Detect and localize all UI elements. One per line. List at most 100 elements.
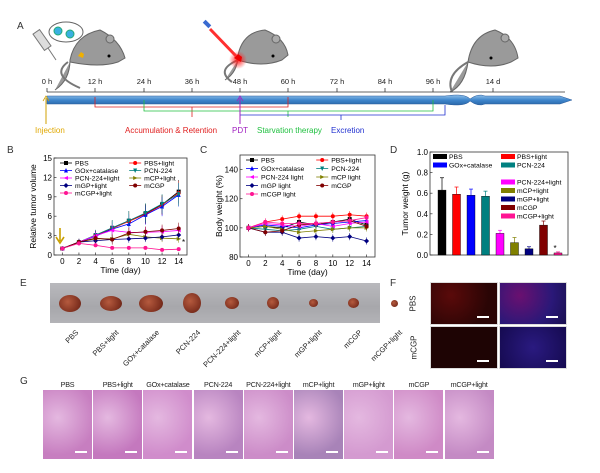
injection-arrow-icon [55,228,65,245]
legend-swatch [501,205,515,210]
legend-item: mCP+light [129,176,176,183]
significance-marker: * [182,238,185,247]
legend-label: mCGP+light [75,191,112,198]
timeline-schematic: 0 h 12 h 24 h 36 h 48 h 60 h 72 h 84 h 96 h 14 d [32,19,573,124]
data-point [159,234,165,240]
bar-mcp-light [510,242,519,256]
scale-bar [376,450,389,453]
data-point [313,234,319,240]
data-point [249,183,255,188]
y-tick-label: 0.2 [417,230,429,239]
legend-label: mGP light [261,183,291,190]
tumor-photo [50,283,398,323]
legend-label: PCN-224 [144,168,172,175]
x-tick-label: 0 [60,257,65,266]
data-point [249,175,254,179]
data-point [296,235,302,241]
he-stain-image-mcp-light [294,390,343,459]
tumor-pbs [59,294,81,312]
he-stain-image-mcgp-light [444,390,494,459]
chart-tumor-weight: 0.0 0.2 0.4 0.6 0.8 1.0 Tumor weight (g) PBS PBS… [400,148,569,260]
tumor-label: GOx+catalase [121,328,162,369]
timeline-tick-label: 36 h [185,77,200,86]
data-point [126,231,131,236]
tumor-label: mCP+light [251,328,283,359]
data-point [76,241,81,246]
legend-item: mCGP light [246,192,296,199]
tumor-label: PCN-224 [173,328,202,357]
timeline-tick-label: 96 h [426,77,441,86]
scale-bar [275,450,288,453]
scale-bar [477,315,489,318]
timeline-tick-label: 12 h [88,77,103,86]
y-tick-label: 0 [48,251,53,260]
bar-pcn-224 [481,196,490,256]
bar-pbs-light [452,194,461,256]
timeline-tick-label: 14 d [486,77,501,86]
data-point [142,235,148,241]
y-tick-label: 140 [225,166,239,175]
bar-mcgp-light [553,252,563,256]
chart-body-weight: 0 2 4 6 8 10 12 14 80 100 120 140 Time (day) Body wei… [214,154,376,277]
legend-swatch [433,154,447,159]
legend-label: PBS [261,158,275,165]
legend-label: PCN-224 [331,166,359,173]
bar-mcgp [539,224,548,256]
timeline-event-label: Starvation therapy [257,126,322,135]
row-label-mcgp: mCGP [409,335,419,360]
bar-pcn-224-light [495,233,505,256]
legend-item: mCP light [316,175,361,182]
scale-bar [546,359,558,362]
legend-label: mCGP [331,183,352,190]
legend-swatch [433,162,447,168]
data-point [250,166,254,171]
legend-item: PCN-224 light [246,175,303,182]
y-tick-label: 12 [43,173,52,182]
data-point [297,214,302,219]
y-axis-label: Relative tumor volume [28,164,38,249]
x-tick-label: 2 [77,257,82,266]
legend-label: mCGP [144,183,165,190]
data-point [126,236,132,242]
he-stain-image-gox-catalase [143,390,193,459]
chart-relative-tumor-volume: 0 2 4 6 8 10 12 14 0 3 6 9 12 15 Time (day) Relative tu… [28,154,188,275]
timeline-tick-label: 84 h [378,77,393,86]
legend-label: mGP+light [75,183,107,190]
data-point [143,245,148,250]
legend-label: mCP light [331,175,360,182]
x-tick-label: 4 [280,259,285,268]
timeline-tick-label: 48 h [233,77,248,86]
y-tick-label: 1.0 [417,148,429,157]
legend-label: PBS+light [517,154,547,161]
legend-label: PCN-224+light [517,180,562,187]
mouse-icon [449,29,519,93]
x-tick-label: 12 [345,259,354,268]
data-point [320,166,325,171]
scale-bar [426,450,439,453]
he-image-title: PCN-224+light [246,380,291,389]
y-tick-label: 0.8 [417,169,429,178]
he-stain-image-pbs [43,390,92,459]
series-line [248,221,367,229]
series-mcgp-light [246,214,369,232]
data-point [263,220,268,225]
tumor-mcgp-light [390,299,398,307]
data-point [330,235,336,241]
legend-item: mCGP [501,205,538,212]
data-point [364,238,370,244]
legend-label: PCN-224 [517,163,545,170]
x-tick-label: 8 [127,257,132,266]
he-image-title: mGP+light [352,380,385,389]
significance-marker: * [553,244,556,253]
data-point [93,236,98,241]
legend-item: PBS [433,154,463,161]
data-point [320,158,325,162]
he-image-title: PBS+light [102,380,133,389]
fluorescence-image-pbs-merge [499,282,567,325]
tumor-mcgp [348,298,359,308]
data-point [160,247,165,252]
legend-swatch [501,179,515,185]
y-tick-label: 9 [48,193,53,202]
series-line [248,225,367,233]
